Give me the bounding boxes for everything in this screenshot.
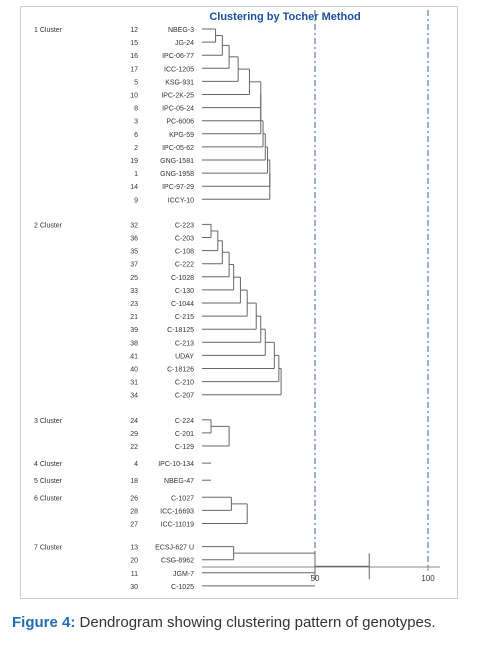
- leaf-label: C-213: [175, 340, 194, 347]
- leaf-number: 28: [130, 508, 138, 515]
- leaf-label: C-203: [175, 236, 194, 243]
- leaf-label: C-1027: [171, 495, 194, 502]
- leaf-label: IPC-10-134: [158, 461, 194, 468]
- leaf-label: GNG-1581: [160, 158, 194, 165]
- leaf-label: C-18125: [167, 327, 194, 334]
- leaf-label: C-1028: [171, 275, 194, 282]
- leaf-label: ECSJ-627 U: [155, 545, 194, 552]
- leaf-number: 6: [134, 132, 138, 139]
- leaf-label: ICC-11019: [161, 522, 194, 529]
- leaf-number: 5: [134, 79, 138, 86]
- leaf-number: 38: [130, 340, 138, 347]
- figure-caption: Figure 4: Dendrogram showing clustering …: [12, 612, 480, 633]
- leaf-number: 39: [130, 327, 138, 334]
- leaf-label: C-223: [175, 222, 194, 229]
- cluster-label: 1 Cluster: [34, 27, 63, 34]
- leaf-number: 27: [130, 522, 138, 529]
- leaf-label: KPG-59: [169, 132, 194, 139]
- leaf-number: 34: [130, 393, 138, 400]
- leaf-label: CSG-8962: [161, 558, 194, 565]
- leaf-number: 17: [130, 66, 138, 73]
- leaf-label: C-222: [175, 262, 194, 269]
- leaf-number: 40: [130, 367, 138, 374]
- leaf-number: 19: [130, 158, 138, 165]
- leaf-number: 22: [130, 444, 138, 451]
- leaf-label: NBEG-3: [168, 27, 194, 34]
- cluster-label: 6 Cluster: [34, 495, 63, 502]
- leaf-label: IPC-05-62: [162, 145, 194, 152]
- leaf-number: 16: [130, 53, 138, 60]
- leaf-label: KSG-931: [165, 79, 194, 86]
- leaf-label: IPC-2K-25: [161, 93, 194, 100]
- leaf-number: 32: [130, 222, 138, 229]
- leaf-number: 29: [130, 431, 138, 438]
- leaf-label: C-130: [175, 288, 194, 295]
- leaf-label: UDAY: [175, 353, 194, 360]
- leaf-number: 8: [134, 106, 138, 113]
- leaf-number: 36: [130, 236, 138, 243]
- leaf-number: 30: [130, 584, 138, 591]
- leaf-number: 15: [130, 40, 138, 47]
- leaf-label: JGM-7: [173, 571, 194, 578]
- leaf-label: C-1025: [171, 584, 194, 591]
- leaf-number: 33: [130, 288, 138, 295]
- leaf-number: 9: [134, 197, 138, 204]
- leaf-label: C-207: [175, 393, 194, 400]
- cluster-label: 3 Cluster: [34, 418, 63, 425]
- chart-border: [20, 6, 458, 599]
- leaf-label: ICC-1205: [164, 66, 194, 73]
- leaf-number: 11: [131, 571, 138, 578]
- leaf-label: ICC-16693: [160, 508, 194, 515]
- leaf-label: GNG-1958: [160, 171, 194, 178]
- leaf-label: JG-24: [175, 40, 194, 47]
- leaf-number: 35: [130, 249, 138, 256]
- leaf-number: 18: [130, 478, 138, 485]
- leaf-number: 13: [130, 545, 138, 552]
- leaf-number: 21: [130, 314, 138, 321]
- leaf-label: C-215: [175, 314, 194, 321]
- leaf-label: C-210: [175, 380, 194, 387]
- leaf-label: NBEG-47: [164, 478, 194, 485]
- leaf-number: 41: [130, 353, 138, 360]
- cluster-label: 4 Cluster: [34, 461, 63, 468]
- leaf-number: 24: [130, 418, 138, 425]
- cluster-label: 5 Cluster: [34, 478, 63, 485]
- caption-text: Dendrogram showing clustering pattern of…: [79, 614, 436, 631]
- leaf-number: 10: [130, 93, 138, 100]
- leaf-label: IPC-05-24: [162, 106, 194, 113]
- leaf-label: C-108: [175, 249, 194, 256]
- leaf-number: 14: [130, 184, 138, 191]
- leaf-number: 1: [134, 171, 138, 178]
- cluster-label: 2 Cluster: [34, 222, 63, 229]
- leaf-label: C-201: [175, 431, 194, 438]
- leaf-label: PC-6006: [166, 119, 194, 126]
- leaf-label: C-129: [175, 444, 194, 451]
- leaf-number: 3: [134, 119, 138, 126]
- cluster-label: 7 Cluster: [34, 545, 63, 552]
- leaf-label: IPC-97-29: [162, 184, 194, 191]
- caption-label: Figure 4:: [12, 614, 76, 631]
- leaf-number: 20: [130, 558, 138, 565]
- chart-title: Clustering by Tocher Method: [209, 11, 360, 23]
- leaf-label: C-224: [175, 418, 194, 425]
- x-tick-label: 100: [421, 574, 435, 583]
- leaf-label: ICCY-10: [168, 197, 194, 204]
- leaf-number: 2: [134, 145, 138, 152]
- leaf-number: 23: [130, 301, 138, 308]
- leaf-number: 4: [134, 461, 138, 468]
- leaf-number: 25: [130, 275, 138, 282]
- leaf-number: 31: [130, 380, 138, 387]
- leaf-number: 37: [130, 262, 138, 269]
- leaf-label: C-18126: [167, 367, 194, 374]
- leaf-label: C-1044: [171, 301, 194, 308]
- leaf-number: 26: [130, 495, 138, 502]
- leaf-label: IPC-06-77: [162, 53, 194, 60]
- leaf-number: 12: [130, 27, 138, 34]
